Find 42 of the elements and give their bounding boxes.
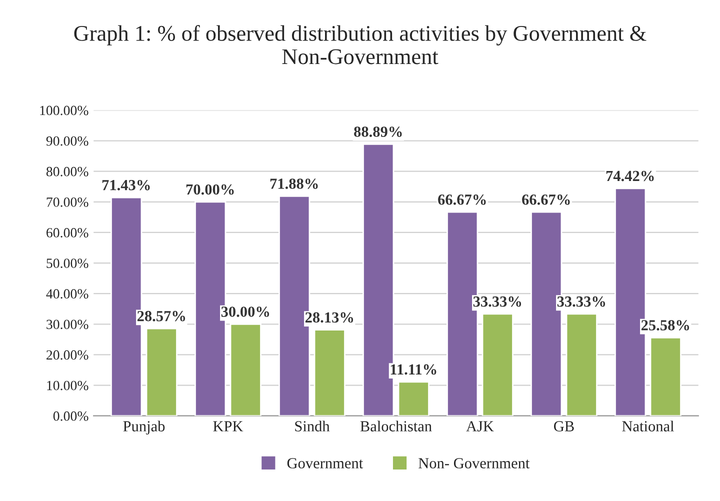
- y-tick-label: 100.00%: [40, 106, 88, 116]
- x-tick-label: Sindh: [295, 420, 330, 432]
- data-label: 33.33%: [557, 296, 606, 307]
- bar: [650, 336, 682, 416]
- x-tick-label: AJK: [466, 421, 494, 432]
- data-label: 11.11%: [390, 364, 436, 375]
- y-tick-label: 80.00%: [46, 166, 88, 176]
- data-label: 71.88%: [270, 178, 318, 189]
- y-tick-label: 20.00%: [46, 350, 88, 360]
- x-tick-label: GB: [554, 421, 574, 432]
- legend-label: Government: [287, 458, 364, 468]
- x-tick-label: National: [622, 420, 674, 432]
- x-tick-label: Punjab: [123, 420, 165, 435]
- data-label: 25.58%: [641, 320, 690, 330]
- y-tick-label: 70.00%: [46, 197, 88, 207]
- data-label: 70.00%: [186, 184, 234, 195]
- y-tick-label: 0.00%: [53, 411, 88, 421]
- data-label: 28.57%: [137, 310, 186, 322]
- y-tick-label: 30.00%: [46, 320, 88, 330]
- bar: [146, 328, 178, 416]
- data-label: 28.13%: [305, 312, 354, 323]
- data-label: 66.67%: [438, 194, 486, 205]
- y-tick-label: 10.00%: [47, 380, 88, 390]
- x-tick-label: Balochistan: [360, 420, 432, 432]
- legend-label: Non- Government: [418, 458, 530, 468]
- bar: [398, 381, 430, 416]
- y-tick-label: 40.00%: [46, 289, 88, 299]
- chart-title: Graph 1: % of observed distribution activities by Government & Non-Government: [74, 25, 646, 64]
- bar: [230, 323, 262, 416]
- y-tick-label: 50.00%: [46, 258, 88, 268]
- bar: [566, 313, 598, 416]
- data-label: 33.33%: [473, 296, 522, 307]
- data-label: 30.00%: [221, 306, 270, 317]
- bar: [482, 313, 514, 416]
- x-tick-label: KPK: [213, 421, 244, 432]
- bar: [314, 329, 346, 416]
- y-tick-label: 60.00%: [46, 228, 88, 238]
- data-label: 88.89%: [354, 126, 402, 137]
- data-label: 71.43%: [102, 180, 150, 190]
- data-label: 66.67%: [522, 194, 570, 205]
- y-tick-label: 90.00%: [46, 136, 88, 146]
- data-label: 74.42%: [606, 170, 654, 182]
